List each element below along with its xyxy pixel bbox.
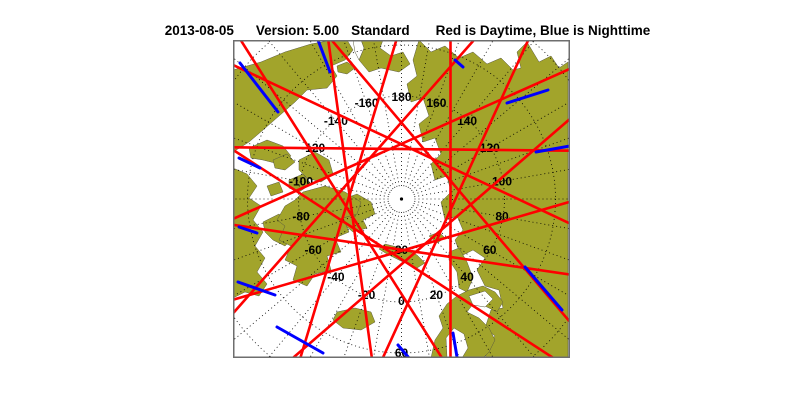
longitude-label: 60 [483,243,497,257]
pole-marker [399,197,404,201]
title-date: 2013-08-05 [164,23,234,38]
satellite-track-night [237,225,259,235]
longitude-label: 120 [480,141,500,155]
satellite-track-night [534,144,570,154]
longitude-label: -100 [289,174,313,188]
polar-map: 180160140120100806040200-20-40-60-80-100… [233,40,570,358]
satellite-track-night [505,88,550,105]
satellite-track-day [290,117,570,358]
title-version: Version: 5.00 [255,23,340,38]
satellite-track-day [381,40,530,358]
satellite-track-day [233,200,570,302]
longitude-label: 40 [460,270,474,284]
longitude-label: 0 [398,294,405,308]
longitude-label: 180 [391,90,411,104]
satellite-track-night [236,280,277,297]
land-alaska [233,40,354,153]
satellite-track-day [233,223,570,276]
longitude-label: -40 [327,270,345,284]
latitude-circle-70 [298,95,505,303]
satellite-track-layer [233,40,570,358]
land-queen-elizabeth-island-c [266,181,284,197]
graticule-layer [233,40,570,358]
land-greenland [276,185,362,287]
longitude-label: 20 [430,288,444,302]
title-mode: Standard [351,23,410,38]
satellite-track-night [238,61,280,114]
water-white-sea [468,290,494,308]
longitude-label: -80 [292,210,310,224]
map-frame [233,40,570,358]
satellite-track-night [275,325,325,355]
longitude-label: 160 [426,96,446,110]
satellite-track-night [237,156,262,170]
latitude-circle-80 [350,147,453,251]
longitude-label: -60 [305,243,323,257]
longitude-label: 100 [492,174,512,188]
water-bering-strait [352,40,365,61]
satellite-track-night [451,331,459,358]
satellite-track-night [523,265,564,312]
land-queen-elizabeth-island-a [272,153,296,171]
polar-map-svg: 180160140120100806040200-20-40-60-80-100… [233,40,570,358]
satellite-track-day [233,63,570,225]
longitude-label: -160 [355,96,379,110]
title-legend: Red is Daytime, Blue is Nighttime [435,23,651,38]
satellite-track-night [316,40,332,74]
satellite-track-day [239,40,444,358]
satellite-track-night [453,58,465,69]
land-wrangel-island [336,61,356,75]
longitude-label: -140 [324,114,348,128]
plot-title: 2013-08-05 Version: 5.00 Standard Red is Da… [0,8,800,53]
land-chukotka-tip [358,40,411,73]
satellite-track-day [233,67,570,221]
satellite-track-night [396,343,411,358]
land-canada-mainland [233,167,268,299]
